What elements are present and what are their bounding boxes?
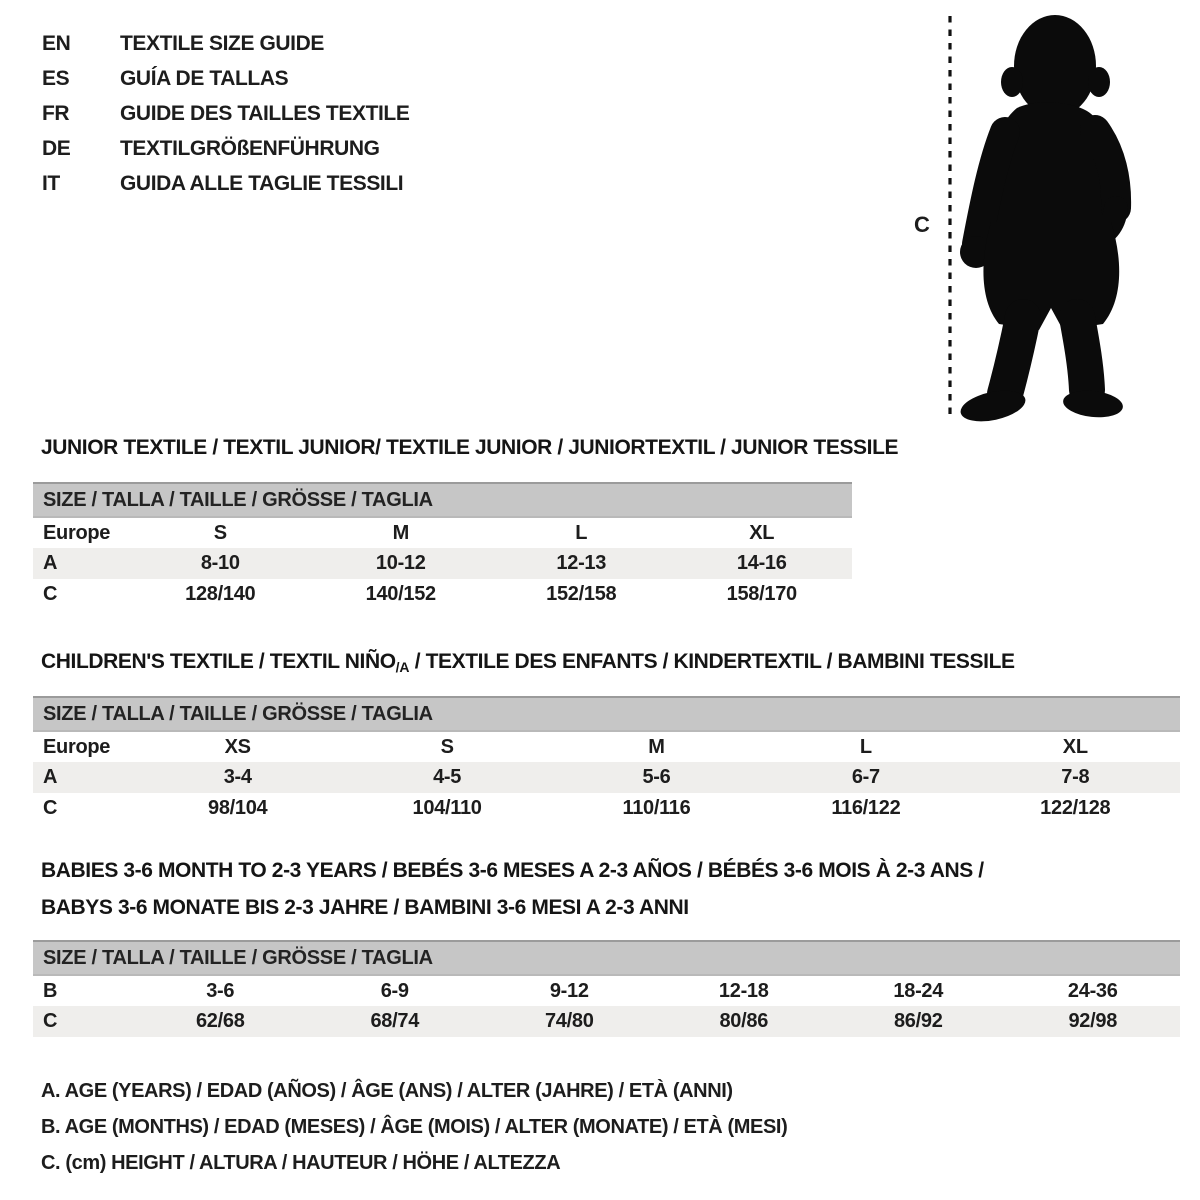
months-cell: 24-36 xyxy=(1067,979,1118,1002)
babies-section-title: BABIES 3-6 MONTH TO 2-3 YEARS / BEBÉS 3-… xyxy=(33,852,1180,926)
months-cell: 12-18 xyxy=(718,979,769,1002)
height-cell: 128/140 xyxy=(185,583,256,605)
months-cell: 6-9 xyxy=(380,979,409,1002)
height-cell: 116/122 xyxy=(831,797,901,819)
size-cell: XL xyxy=(1062,735,1088,758)
height-cell: 92/98 xyxy=(1005,1006,1180,1037)
size-cell: S xyxy=(440,735,454,758)
language-row-es: ES GUÍA DE TALLAS xyxy=(42,61,409,96)
junior-section-title: JUNIOR TEXTILE / TEXTIL JUNIOR/ TEXTILE … xyxy=(41,436,899,459)
months-cell: 3-6 xyxy=(206,979,235,1002)
height-cell: 152/158 xyxy=(546,583,617,605)
language-code: IT xyxy=(42,171,60,195)
tables-column: JUNIOR TEXTILE / TEXTIL JUNIOR/ TEXTILE … xyxy=(33,436,1180,1181)
legend-line-a: A. AGE (YEARS) / EDAD (AÑOS) / ÂGE (ANS)… xyxy=(41,1080,733,1102)
age-cell: 8-10 xyxy=(130,548,311,579)
language-row-it: IT GUIDA ALLE TAGLIE TESSILI xyxy=(42,166,409,201)
height-cell: 68/74 xyxy=(307,1006,482,1037)
language-guide-title: TEXTILE SIZE GUIDE xyxy=(120,31,324,55)
months-cell: 9-12 xyxy=(549,979,589,1002)
size-cell: XL xyxy=(749,521,775,544)
age-cell: 4-5 xyxy=(342,762,552,793)
language-row-fr: FR GUIDE DES TAILLES TEXTILE xyxy=(42,96,410,131)
babies-title-line1: BABIES 3-6 MONTH TO 2-3 YEARS / BEBÉS 3-… xyxy=(41,859,984,882)
height-cell: 122/128 xyxy=(1040,797,1111,819)
row-label: Europe xyxy=(43,735,111,758)
babies-size-table: SIZE / TALLA / TAILLE / GRÖSSE / TAGLIA … xyxy=(33,940,1180,1037)
size-cell: XS xyxy=(224,735,251,758)
size-cell: L xyxy=(575,521,588,544)
age-cell: 5-6 xyxy=(551,762,762,793)
age-cell: 3-4 xyxy=(133,762,343,793)
age-cell: 6-7 xyxy=(761,762,971,793)
legend-line-c: C. (cm) HEIGHT / ALTURA / HAUTEUR / HÖHE… xyxy=(41,1152,561,1174)
table-row-europe: Europe XS S M L XL xyxy=(33,731,1180,762)
height-cell: 140/152 xyxy=(365,583,437,605)
row-label: A xyxy=(33,548,130,579)
toddler-silhouette-icon xyxy=(948,15,1132,422)
toddler-silhouette xyxy=(960,15,1132,422)
size-header-row: SIZE / TALLA / TAILLE / GRÖSSE / TAGLIA xyxy=(33,482,852,518)
table-row-age: A 8-10 10-12 12-13 14-16 xyxy=(33,548,852,579)
children-section-title: CHILDREN'S TEXTILE / TEXTIL NIÑO/A / TEX… xyxy=(33,650,1180,675)
size-cell: L xyxy=(859,735,872,758)
language-guide-list: EN TEXTILE SIZE GUIDE ES GUÍA DE TALLAS … xyxy=(42,26,410,201)
height-cell: 74/80 xyxy=(482,1006,657,1037)
size-cell: M xyxy=(392,521,410,544)
measure-c-label: C xyxy=(914,212,930,237)
language-guide-title: TEXTILGRÖßENFÜHRUNG xyxy=(120,136,380,160)
size-cell: M xyxy=(648,735,665,758)
babies-title-line2: BABYS 3-6 MONATE BIS 2-3 JAHRE / BAMBINI… xyxy=(41,896,689,919)
language-row-en: EN TEXTILE SIZE GUIDE xyxy=(42,26,409,61)
table-row-age: A 3-4 4-5 5-6 6-7 7-8 xyxy=(33,762,1180,793)
table-row-europe: Europe S M L XL xyxy=(33,517,852,548)
table-row-height: C 98/104 104/110 110/116 116/122 122/128 xyxy=(33,793,1180,824)
language-code: ES xyxy=(42,66,70,90)
table-row-months: B 3-6 6-9 9-12 12-18 18-24 24-36 xyxy=(33,975,1180,1006)
height-cell: 104/110 xyxy=(412,797,482,819)
children-title-prefix: CHILDREN'S TEXTILE / TEXTIL NIÑO xyxy=(41,650,396,673)
size-header-label: SIZE / TALLA / TAILLE / GRÖSSE / TAGLIA xyxy=(33,696,1180,732)
age-cell: 7-8 xyxy=(970,762,1180,793)
height-cell: 98/104 xyxy=(208,797,268,819)
size-cell: S xyxy=(213,521,227,544)
children-size-table: SIZE / TALLA / TAILLE / GRÖSSE / TAGLIA … xyxy=(33,696,1180,824)
children-title-suffix: / TEXTILE DES ENFANTS / KINDERTEXTIL / B… xyxy=(409,650,1015,673)
language-code: FR xyxy=(42,101,70,125)
legend-line-b: B. AGE (MONTHS) / EDAD (MESES) / ÂGE (MO… xyxy=(41,1116,788,1138)
months-cell: 18-24 xyxy=(893,979,944,1002)
language-code: DE xyxy=(42,136,71,160)
language-guide-title: GUIDE DES TAILLES TEXTILE xyxy=(120,101,410,125)
height-cell: 62/68 xyxy=(133,1006,308,1037)
children-title-subscript: /A xyxy=(395,659,410,675)
height-cell: 80/86 xyxy=(656,1006,831,1037)
row-label: C xyxy=(33,1006,133,1037)
row-label: B xyxy=(43,979,58,1002)
row-label: A xyxy=(33,762,133,793)
height-cell: 86/92 xyxy=(831,1006,1006,1037)
junior-size-table: SIZE / TALLA / TAILLE / GRÖSSE / TAGLIA … xyxy=(33,482,852,610)
table-row-height: C 128/140 140/152 152/158 158/170 xyxy=(33,579,852,610)
height-cell: 110/116 xyxy=(622,797,691,819)
table-row-height: C 62/68 68/74 74/80 80/86 86/92 92/98 xyxy=(33,1006,1180,1037)
age-cell: 12-13 xyxy=(491,548,672,579)
age-cell: 10-12 xyxy=(310,548,491,579)
language-code: EN xyxy=(42,31,71,55)
age-cell: 14-16 xyxy=(671,548,852,579)
size-header-label: SIZE / TALLA / TAILLE / GRÖSSE / TAGLIA xyxy=(33,940,1180,976)
language-row-de: DE TEXTILGRÖßENFÜHRUNG xyxy=(42,131,409,166)
language-guide-title: GUÍA DE TALLAS xyxy=(120,66,289,90)
size-header-row: SIZE / TALLA / TAILLE / GRÖSSE / TAGLIA xyxy=(33,940,1180,976)
height-measure-figure: C xyxy=(900,6,1180,430)
size-header-label: SIZE / TALLA / TAILLE / GRÖSSE / TAGLIA xyxy=(33,482,852,518)
row-label: Europe xyxy=(43,521,111,544)
language-guide-title: GUIDA ALLE TAGLIE TESSILI xyxy=(120,171,404,195)
row-label: C xyxy=(43,583,58,605)
size-header-row: SIZE / TALLA / TAILLE / GRÖSSE / TAGLIA xyxy=(33,696,1180,732)
legend: A. AGE (YEARS) / EDAD (AÑOS) / ÂGE (ANS)… xyxy=(33,1073,1180,1181)
row-label: C xyxy=(43,797,58,819)
height-cell: 158/170 xyxy=(726,583,798,605)
